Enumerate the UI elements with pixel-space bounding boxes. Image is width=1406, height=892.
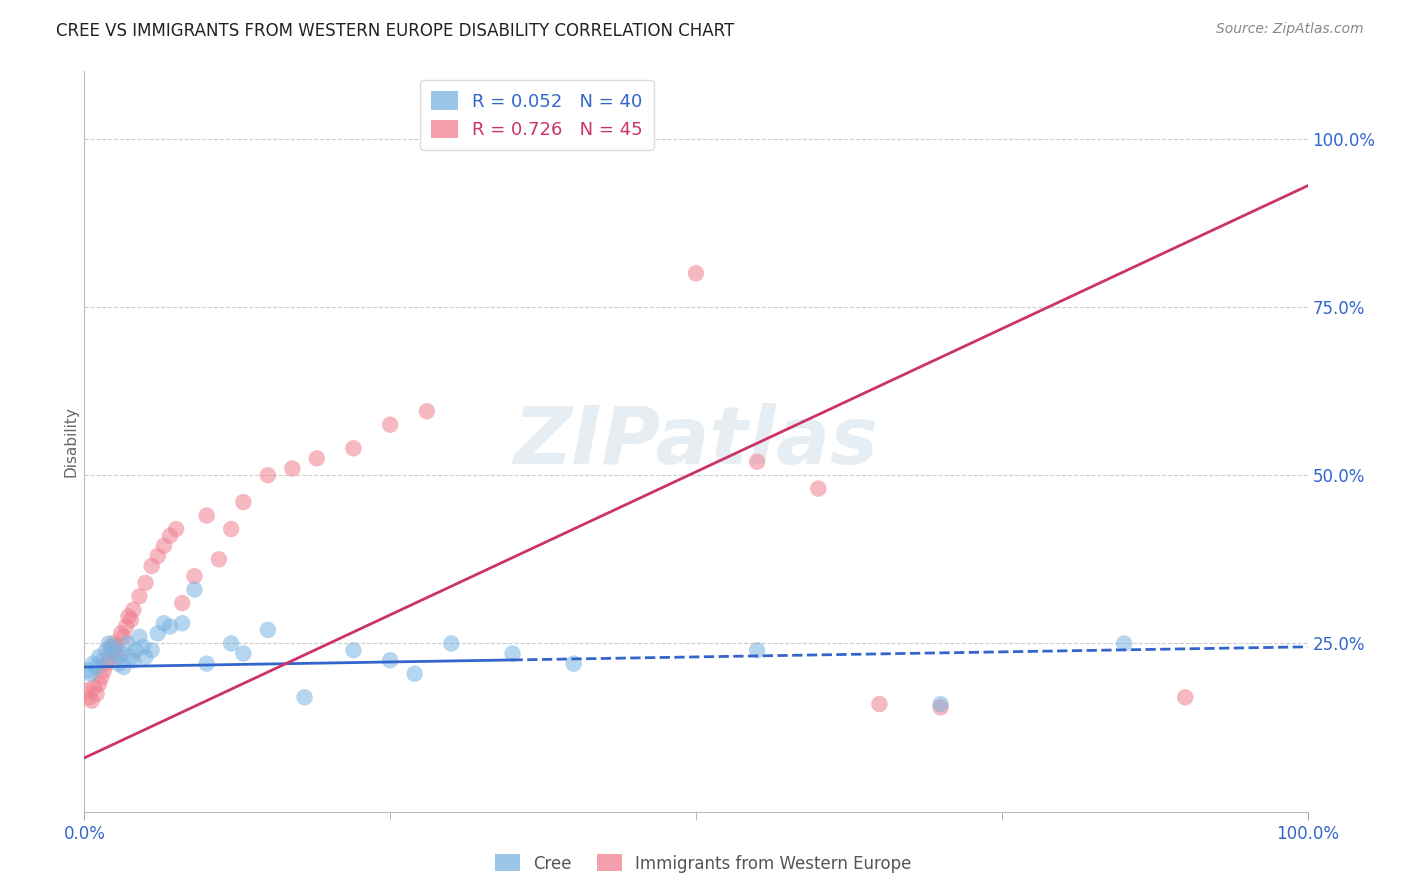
Point: [807, 482, 830, 496]
Point: [195, 508, 218, 523]
Point: [128, 630, 150, 644]
Legend: Cree, Immigrants from Western Europe: Cree, Immigrants from Western Europe: [488, 847, 918, 880]
Point: [100, 640, 122, 654]
Point: [128, 590, 150, 604]
Point: [342, 442, 364, 456]
Point: [172, 616, 194, 631]
Point: [115, 620, 138, 634]
Point: [96, 657, 118, 671]
Point: [87, 677, 110, 691]
Point: [305, 451, 328, 466]
Point: [96, 643, 118, 657]
Point: [141, 559, 163, 574]
Point: [281, 461, 304, 475]
Point: [257, 623, 280, 637]
Point: [747, 455, 769, 469]
Point: [146, 626, 169, 640]
Point: [404, 666, 426, 681]
Point: [120, 649, 142, 664]
Point: [380, 417, 402, 432]
Point: [416, 404, 439, 418]
Point: [103, 636, 125, 650]
Point: [110, 626, 132, 640]
Point: [219, 636, 242, 650]
Point: [132, 640, 155, 654]
Point: [120, 613, 142, 627]
Point: [107, 657, 129, 671]
Point: [502, 647, 524, 661]
Point: [232, 647, 254, 661]
Point: [141, 643, 163, 657]
Point: [93, 664, 115, 678]
Point: [77, 664, 100, 678]
Point: [112, 660, 135, 674]
Point: [747, 643, 769, 657]
Point: [159, 620, 181, 634]
Point: [929, 697, 952, 711]
Point: [122, 603, 145, 617]
Point: [562, 657, 585, 671]
Point: [257, 468, 280, 483]
Point: [172, 596, 194, 610]
Text: CREE VS IMMIGRANTS FROM WESTERN EUROPE DISABILITY CORRELATION CHART: CREE VS IMMIGRANTS FROM WESTERN EUROPE D…: [56, 22, 734, 40]
Point: [86, 660, 108, 674]
Point: [90, 670, 112, 684]
Point: [135, 575, 157, 590]
Point: [153, 616, 176, 631]
Point: [342, 643, 364, 657]
Legend: R = 0.052   N = 40, R = 0.726   N = 45: R = 0.052 N = 40, R = 0.726 N = 45: [420, 80, 654, 150]
Point: [110, 647, 132, 661]
Point: [232, 495, 254, 509]
Point: [107, 649, 129, 664]
Point: [146, 549, 169, 563]
Point: [208, 552, 231, 566]
Point: [125, 643, 148, 657]
Point: [104, 647, 127, 661]
Point: [869, 697, 891, 711]
Point: [87, 649, 110, 664]
Point: [153, 539, 176, 553]
Point: [80, 694, 103, 708]
Point: [1174, 690, 1197, 705]
Point: [79, 666, 101, 681]
Text: ZIPatlas: ZIPatlas: [513, 402, 879, 481]
Point: [112, 630, 135, 644]
Point: [82, 657, 104, 671]
Point: [294, 690, 316, 705]
Point: [86, 687, 108, 701]
Point: [77, 690, 100, 705]
Point: [76, 683, 98, 698]
Point: [135, 649, 157, 664]
Point: [440, 636, 463, 650]
Point: [117, 609, 139, 624]
Point: [685, 266, 707, 280]
Point: [195, 657, 218, 671]
Point: [115, 636, 138, 650]
Point: [83, 680, 105, 694]
Point: [183, 569, 205, 583]
Point: [97, 653, 120, 667]
Point: [380, 653, 402, 667]
Point: [159, 529, 181, 543]
Point: [100, 643, 122, 657]
Y-axis label: Disability: Disability: [63, 406, 79, 477]
Point: [183, 582, 205, 597]
Point: [122, 653, 145, 667]
Point: [165, 522, 187, 536]
Point: [91, 653, 114, 667]
Point: [1114, 636, 1136, 650]
Point: [219, 522, 242, 536]
Point: [105, 640, 128, 654]
Point: [929, 700, 952, 714]
Text: Source: ZipAtlas.com: Source: ZipAtlas.com: [1216, 22, 1364, 37]
Point: [97, 636, 120, 650]
